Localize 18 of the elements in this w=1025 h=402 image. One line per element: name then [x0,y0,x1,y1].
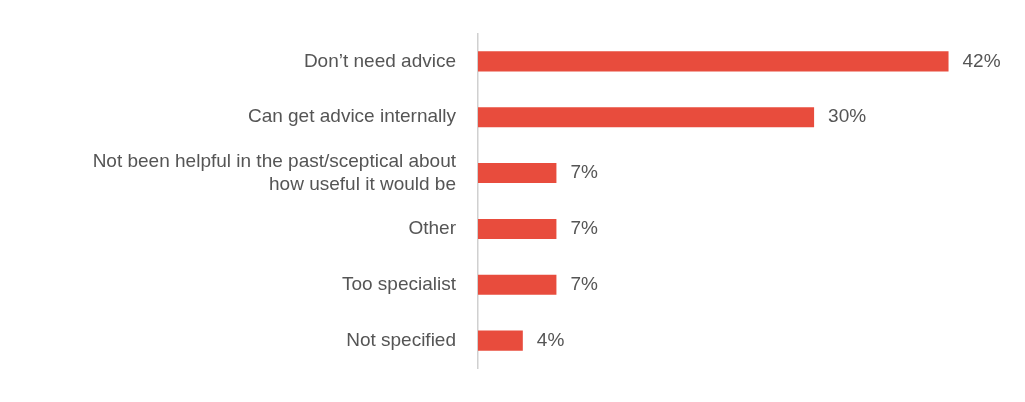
data-label: 4% [536,328,565,350]
bar [478,218,557,239]
bar [478,107,815,128]
y-tick-label: Too specialist [341,273,457,295]
data-label: 7% [570,217,598,239]
y-tick-label: Can get advice internally [247,105,457,127]
data-label: 7% [570,161,598,183]
data-label: 42% [962,49,1001,71]
y-tick-label: Other [408,217,457,239]
bar [478,163,557,184]
bar [478,274,557,295]
y-tick-label: Not been helpful in the past/sceptical about how useful it would be [92,149,457,194]
bar [478,330,523,351]
data-label: 30% [828,105,867,127]
y-tick-label: Don’t need advice [303,49,456,71]
y-tick-label: Not specified [346,328,456,350]
bar [478,51,949,72]
data-label: 7% [570,273,598,295]
